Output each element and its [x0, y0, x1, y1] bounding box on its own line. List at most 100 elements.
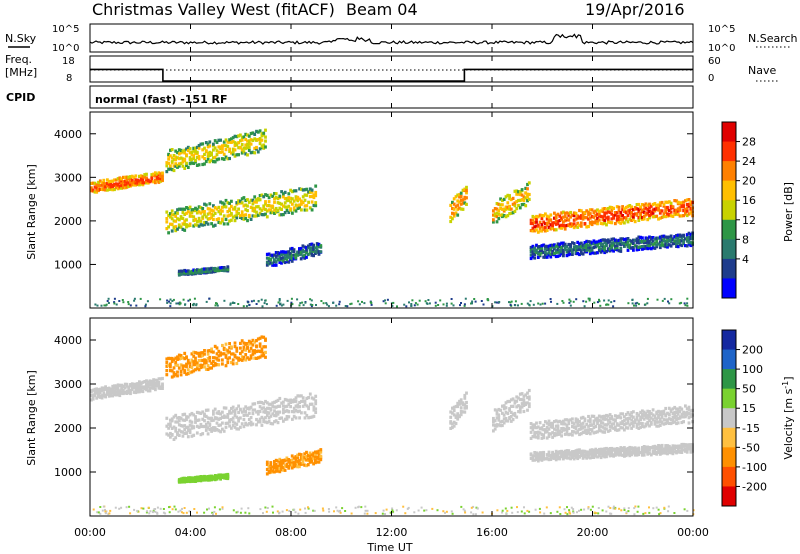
scatter-cell	[603, 414, 607, 418]
scatter-cell	[537, 302, 540, 305]
scatter-cell	[671, 420, 675, 425]
scatter-cell	[235, 142, 239, 146]
scatter-cell	[639, 239, 642, 243]
scatter-cell	[226, 144, 230, 148]
scatter-cell	[185, 269, 188, 273]
scatter-cell	[203, 511, 206, 514]
scatter-cell	[601, 243, 605, 247]
scatter-cell	[122, 388, 125, 392]
scatter-cell	[194, 359, 197, 363]
scatter-cell	[221, 427, 224, 431]
scatter-cell	[315, 248, 319, 252]
scatter-cell	[298, 459, 301, 463]
scatter-cell	[648, 213, 651, 218]
scatter-cell	[219, 430, 222, 434]
scatter-cell	[314, 410, 318, 414]
scatter-cell	[190, 150, 194, 154]
scatter-cell	[276, 251, 280, 255]
scatter-cell	[143, 173, 147, 177]
scatter-cell	[587, 424, 590, 428]
scatter-cell	[197, 368, 201, 372]
nsky-tick-bottom: 10^0	[52, 43, 79, 54]
scatter-cell	[136, 382, 139, 386]
scatter-cell	[255, 198, 258, 202]
scatter-cell	[626, 446, 630, 451]
scatter-cell	[262, 406, 266, 410]
scatter-cell	[529, 426, 533, 430]
scatter-cell	[515, 192, 519, 196]
scatter-cell	[588, 220, 592, 225]
scatter-cell	[676, 407, 680, 411]
scatter-cell	[472, 513, 475, 516]
scatter-cell	[624, 243, 628, 247]
scatter-cell	[165, 364, 169, 368]
scatter-cell	[314, 194, 318, 198]
scatter-cell	[222, 414, 226, 418]
scatter-cell	[518, 392, 522, 396]
scatter-cell	[538, 249, 542, 253]
scatter-cell	[666, 446, 669, 450]
scatter-cell	[529, 430, 533, 434]
scatter-cell	[97, 511, 100, 514]
scatter-cell	[260, 406, 264, 410]
scatter-cell	[540, 426, 544, 430]
scatter-cell	[669, 446, 673, 450]
scatter-cell	[265, 303, 268, 306]
scatter-cell	[312, 254, 315, 258]
scatter-cell	[664, 239, 668, 243]
scatter-cell	[271, 465, 274, 469]
scatter-cell	[262, 345, 266, 349]
scatter-cell	[658, 444, 662, 448]
colorbar-swatch	[722, 258, 736, 279]
scatter-cell	[146, 382, 150, 386]
scatter-cell	[685, 450, 689, 454]
scatter-cell	[621, 422, 624, 426]
scatter-cell	[192, 161, 196, 165]
scatter-cell	[458, 206, 461, 210]
scatter-cell	[278, 460, 282, 464]
scatter-cell	[111, 188, 115, 192]
scatter-cell	[221, 150, 224, 154]
scatter-cell	[538, 220, 542, 224]
scatter-cell	[203, 202, 206, 206]
scatter-cell	[231, 215, 235, 219]
scatter-cell	[675, 407, 678, 411]
scatter-cell	[436, 509, 439, 512]
scatter-cell	[181, 424, 185, 428]
scatter-cell	[597, 241, 601, 245]
scatter-cell	[538, 226, 542, 230]
scatter-cell	[206, 267, 210, 271]
scatter-cell	[556, 454, 560, 458]
scatter-cell	[560, 434, 563, 438]
scatter-cell	[267, 204, 271, 208]
scatter-cell	[562, 426, 565, 430]
scatter-cell	[585, 239, 589, 243]
scatter-cell	[285, 509, 288, 512]
scatter-cell	[179, 424, 183, 428]
scatter-cell	[217, 411, 221, 415]
scatter-cell	[230, 218, 233, 222]
scatter-cell	[579, 449, 583, 453]
scatter-cell	[497, 217, 501, 221]
scatter-cell	[240, 339, 244, 343]
scatter-cell	[165, 161, 169, 165]
scatter-cell	[624, 218, 628, 222]
scatter-cell	[685, 209, 689, 213]
scatter-cell	[504, 507, 507, 510]
scatter-cell	[644, 212, 648, 216]
scatter-cell	[100, 304, 103, 307]
scatter-cell	[169, 362, 172, 366]
scatter-cell	[465, 191, 468, 195]
scatter-cell	[303, 188, 307, 192]
scatter-cell	[222, 429, 226, 433]
scatter-cell	[610, 212, 614, 216]
scatter-cell	[305, 396, 309, 400]
scatter-cell	[542, 243, 546, 247]
scatter-cell	[596, 208, 599, 212]
scatter-cell	[678, 201, 682, 205]
scatter-cell	[92, 508, 95, 511]
scatter-cell	[184, 303, 186, 306]
scatter-cell	[143, 385, 147, 389]
scatter-cell	[547, 251, 551, 255]
